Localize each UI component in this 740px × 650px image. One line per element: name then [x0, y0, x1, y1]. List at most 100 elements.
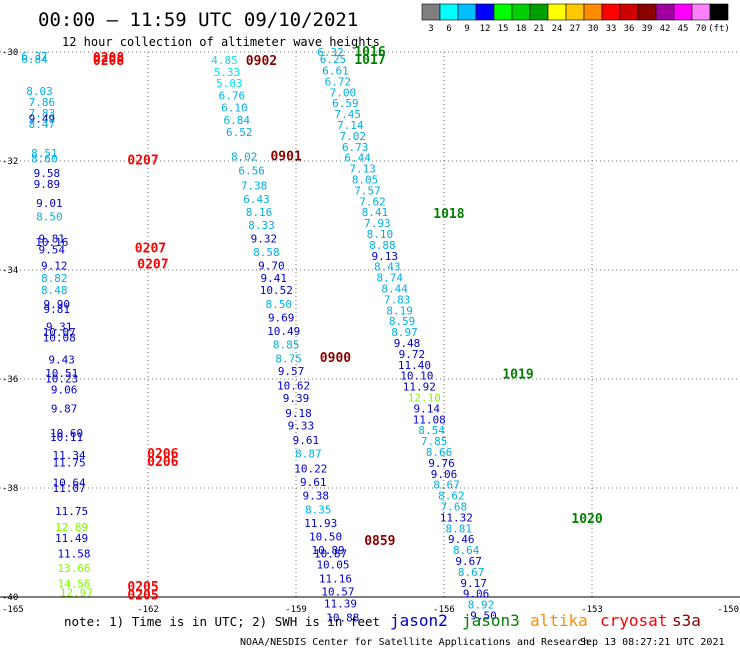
swh-value: 7.00 [330, 86, 357, 99]
swh-value: 10.57 [321, 586, 354, 599]
swh-value: 6.76 [219, 90, 246, 103]
footer-credit: NOAA/NESDIS Center for Satellite Applica… [240, 637, 589, 648]
colorbar-label: 33 [606, 24, 617, 34]
y-tick-label: -30 [2, 48, 18, 58]
colorbar-swatch [439, 3, 459, 21]
swh-value: 8.92 [468, 599, 495, 612]
swh-value: 10.60 [50, 427, 83, 440]
swh-value: 12.89 [55, 521, 88, 534]
colorbar-swatch [655, 3, 675, 21]
colorbar-label: (ft) [708, 24, 730, 34]
legend-altika: altika [530, 611, 588, 630]
swh-value: 14.56 [57, 577, 90, 590]
swh-value: 9.46 [448, 533, 475, 546]
swh-value: 7.83 [29, 107, 56, 120]
swh-value: 10.88 [326, 612, 359, 625]
swh-value: 9.58 [34, 167, 61, 180]
swh-value: 7.86 [29, 96, 56, 109]
swh-value: 8.88 [369, 239, 396, 252]
colorbar-label: 30 [588, 24, 599, 34]
footer-timestamp: Sep 13 08:27:21 UTC 2021 [580, 637, 725, 648]
swh-value: 9.67 [455, 555, 482, 568]
swh-value: 6.72 [325, 75, 352, 88]
pass-time-label: 0207 [137, 257, 168, 272]
swh-value: 8.48 [41, 284, 68, 297]
swh-value: 8.35 [305, 503, 332, 516]
swh-value: 9.50 [470, 610, 497, 623]
swh-value: 9.57 [278, 365, 305, 378]
colorbar-swatch [493, 3, 513, 21]
pass-time-label: 0900 [320, 351, 351, 366]
colorbar-swatch [637, 3, 657, 21]
pass-time-label: 0207 [127, 153, 158, 168]
swh-value: 9.31 [46, 321, 73, 334]
swh-value: 7.38 [241, 180, 268, 193]
colorbar-swatch [475, 3, 495, 21]
swh-value: 10.23 [45, 372, 78, 385]
chart-title: 00:00 – 11:59 UTC 09/10/2021 [38, 9, 358, 31]
colorbar-swatch [619, 3, 639, 21]
colorbar-label: 70 [696, 24, 707, 34]
swh-value: 13.66 [57, 562, 90, 575]
axes: -30 -32 -34 -36 -38 -40 -165 -162 -159 -156 -153 -1… [0, 48, 740, 615]
pass-time-label: 0206 [147, 447, 178, 462]
swh-value: 8.87 [295, 448, 322, 461]
swh-value: 9.41 [261, 272, 288, 285]
pass-time-label: 1020 [571, 512, 602, 527]
swh-value: 10.10 [400, 370, 433, 383]
swh-value: 9.13 [372, 250, 399, 263]
swh-value: 12.97 [60, 587, 93, 600]
pass-time-label: 1019 [502, 368, 533, 383]
swh-value: 8.75 [275, 352, 302, 365]
swh-value: 9.06 [431, 468, 458, 481]
plot-area: 6.376.848.037.867.839.498.478.518.609.58… [21, 45, 603, 625]
series-s3a: 4.855.335.036.766.106.846.52 8.026.56 7.38… [211, 54, 395, 625]
swh-value: 11.32 [440, 511, 473, 524]
swh-value: 9.33 [288, 419, 315, 432]
map-grid [0, 51, 740, 597]
swh-value: 7.13 [349, 163, 376, 176]
swh-value: 4.85 [211, 54, 238, 67]
swh-value: 10.11 [50, 431, 83, 444]
legend-jason3: jason3 [462, 611, 520, 630]
swh-value: 9.72 [399, 348, 426, 361]
swh-value: 10.16 [35, 236, 68, 249]
colorbar-label: 21 [534, 24, 545, 34]
swh-value: 8.03 [26, 85, 53, 98]
y-tick-label: -40 [2, 593, 18, 603]
swh-value: 6.52 [226, 126, 253, 139]
colorbar-label: 45 [678, 24, 689, 34]
swh-value: 11.75 [53, 456, 86, 469]
pass-time-label: 1016 [354, 45, 385, 60]
pass-time-label: 0205 [127, 588, 158, 603]
swh-value: 9.70 [258, 260, 285, 273]
colorbar-label: 9 [464, 24, 469, 34]
y-tick-label: -34 [2, 266, 18, 276]
y-tick-label: -36 [2, 375, 18, 385]
y-tick-label: -38 [2, 484, 18, 494]
swh-value: 8.60 [31, 152, 58, 165]
swh-value: 9.38 [302, 490, 329, 503]
swh-value: 9.61 [293, 434, 320, 447]
x-tick-label: -153 [581, 605, 603, 615]
swh-value: 10.87 [314, 547, 347, 560]
swh-value: 10.05 [316, 558, 349, 571]
colorbar-swatch [565, 3, 585, 21]
swh-value: 9.43 [48, 353, 75, 366]
colorbar-label: 18 [516, 24, 527, 34]
x-tick-label: -162 [137, 605, 159, 615]
colorbar-swatch [529, 3, 549, 21]
x-tick-label: -165 [2, 605, 24, 615]
swh-value: 6.43 [243, 193, 270, 206]
swh-value: 10.49 [267, 325, 300, 338]
swh-value: 8.41 [362, 206, 389, 219]
x-tick-label: -150 [717, 605, 739, 615]
swh-value: 11.58 [57, 547, 90, 560]
swh-value: 7.57 [354, 184, 381, 197]
swh-value: 9.87 [51, 402, 78, 415]
swh-value: 10.08 [43, 332, 76, 345]
swh-value: 9.81 [39, 232, 66, 245]
swh-value: 8.58 [253, 246, 280, 259]
swh-value: 9.17 [460, 577, 487, 590]
swh-value: 9.49 [29, 112, 56, 125]
